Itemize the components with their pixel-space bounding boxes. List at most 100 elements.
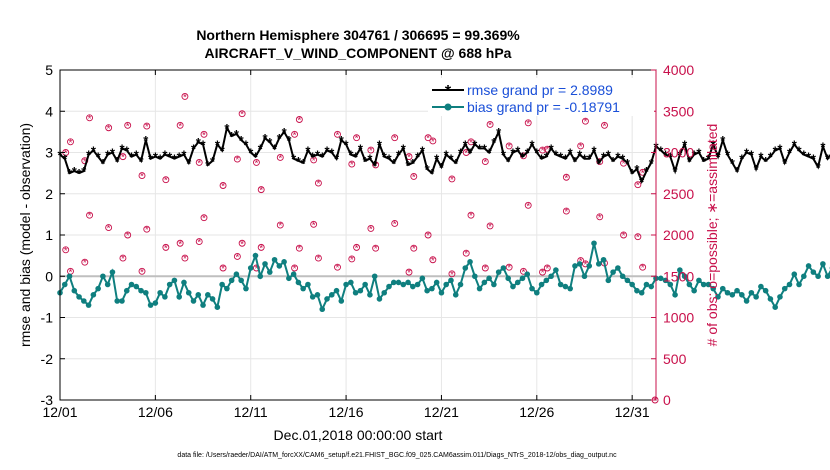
rmse-point-27: * bbox=[186, 156, 192, 171]
rmse-point-3: * bbox=[72, 164, 78, 179]
bias-point-30 bbox=[200, 302, 206, 308]
bias-point-14 bbox=[123, 287, 130, 294]
rmse-point-97: * bbox=[520, 150, 526, 165]
x-tick-label-0: 12/01 bbox=[42, 404, 77, 420]
bias-point-139 bbox=[719, 285, 726, 292]
rmse-point-61: * bbox=[348, 148, 354, 163]
bias-point-68 bbox=[381, 289, 388, 296]
bias-point-99 bbox=[529, 285, 535, 292]
obs-assimilated-high-25: * bbox=[350, 160, 354, 171]
rmse-point-134: * bbox=[696, 146, 702, 161]
obs-assimilated-low-4: * bbox=[107, 224, 111, 235]
obs-assimilated-high-50: * bbox=[636, 181, 640, 192]
y-left-tick-label-7: 4 bbox=[45, 103, 53, 119]
x-tick-label-3: 12/16 bbox=[329, 404, 364, 420]
y-left-tick-label-5: 2 bbox=[45, 186, 53, 202]
bias-point-27 bbox=[185, 289, 192, 296]
obs-assimilated-low-21: * bbox=[297, 244, 301, 255]
bias-point-66 bbox=[371, 273, 378, 280]
bias-point-134 bbox=[696, 277, 702, 284]
obs-assimilated-high-17: * bbox=[254, 158, 258, 169]
bias-point-109 bbox=[576, 261, 583, 267]
bias-point-22 bbox=[162, 294, 168, 300]
bias-point-154 bbox=[791, 271, 798, 277]
bias-point-53 bbox=[309, 294, 316, 300]
bias-point-31 bbox=[205, 292, 211, 298]
rmse-point-37: * bbox=[234, 127, 240, 142]
y-right-tick-label-2: 1000 bbox=[663, 310, 694, 326]
obs-assimilated-low-40: * bbox=[521, 267, 525, 278]
rmse-point-28: * bbox=[191, 141, 197, 156]
rmse-point-72: * bbox=[401, 141, 407, 156]
obs-assimilated-low-51: * bbox=[641, 263, 645, 274]
bias-point-50 bbox=[295, 279, 302, 286]
obs-assimilated-low-1: * bbox=[69, 267, 73, 278]
legend-box bbox=[428, 78, 654, 116]
obs-possible-low-16 bbox=[238, 239, 246, 247]
rmse-series: * ** * * ** * * ** *** * * * *** * * * * * * *** * ** ** *** * * *… bbox=[57, 121, 830, 189]
bias-point-144 bbox=[743, 298, 750, 304]
rmse-point-78: * bbox=[429, 166, 435, 181]
obs-assimilated-low-38: * bbox=[488, 222, 492, 233]
rmse-point-88: * bbox=[477, 141, 483, 156]
obs-assimilated-high-8: * bbox=[145, 122, 149, 133]
rmse-point-151: * bbox=[777, 141, 783, 156]
obs-assimilated-high-15: * bbox=[235, 155, 239, 166]
rmse-point-1: * bbox=[62, 152, 68, 167]
bias-point-115 bbox=[605, 277, 612, 284]
rmse-point-108: * bbox=[572, 154, 578, 169]
rmse-point-99: * bbox=[530, 137, 536, 152]
bias-point-51 bbox=[300, 285, 306, 292]
obs-assimilated-low-28: * bbox=[374, 244, 378, 255]
rmse-point-7: * bbox=[91, 143, 97, 158]
rmse-point-93: * bbox=[501, 148, 507, 163]
bias-point-114 bbox=[600, 256, 607, 263]
obs-assimilated-low-27: * bbox=[369, 224, 373, 235]
rmse-point-30: * bbox=[201, 137, 207, 152]
rmse-point-26: * bbox=[181, 148, 187, 163]
obs-assimilated-high-21: * bbox=[297, 116, 301, 127]
rmse-point-143: * bbox=[739, 152, 745, 167]
rmse-point-4: * bbox=[77, 166, 83, 181]
rmse-point-122: * bbox=[639, 174, 645, 189]
obs-assimilated-high-35: * bbox=[464, 149, 468, 160]
obs-possible-high-21 bbox=[295, 116, 303, 123]
obs-assimilated-low-33: * bbox=[431, 256, 435, 267]
bias-point-70 bbox=[390, 279, 397, 286]
rmse-point-146: * bbox=[754, 162, 760, 177]
bias-point-16 bbox=[133, 283, 140, 290]
bias-point-11 bbox=[109, 269, 116, 275]
obs-assimilated-low-25: * bbox=[350, 255, 354, 266]
obs-assimilated-low-5: * bbox=[121, 254, 125, 265]
bias-point-21 bbox=[157, 289, 163, 296]
obs-points: ****************************************… bbox=[62, 92, 659, 407]
bias-point-76 bbox=[419, 275, 426, 282]
bias-point-35 bbox=[224, 285, 230, 292]
rmse-point-130: * bbox=[677, 148, 683, 163]
obs-assimilated-high-20: * bbox=[293, 130, 297, 141]
obs-possible-low-3 bbox=[86, 211, 94, 219]
rmse-point-77: * bbox=[425, 162, 431, 177]
obs-possible-high-26 bbox=[353, 134, 361, 142]
obs-assimilated-low-10: * bbox=[178, 239, 182, 250]
bias-point-25 bbox=[176, 294, 182, 300]
obs-possible-high-34 bbox=[448, 175, 456, 183]
obs-assimilated-low-34: * bbox=[450, 270, 454, 281]
obs-possible-high-41 bbox=[524, 119, 532, 127]
obs-possible-low-26 bbox=[353, 243, 361, 251]
obs-possible-high-48 bbox=[601, 121, 608, 129]
bias-point-75 bbox=[414, 281, 421, 288]
obs-possible-high-23 bbox=[314, 179, 322, 187]
legend-rmse-marker: * bbox=[445, 83, 452, 100]
obs-possible-low-18 bbox=[257, 243, 265, 251]
bias-series bbox=[57, 240, 830, 313]
bias-point-47 bbox=[281, 259, 287, 265]
bias-point-93 bbox=[500, 265, 507, 271]
x-tick-label-4: 12/21 bbox=[424, 404, 459, 420]
bias-point-58 bbox=[333, 287, 340, 294]
rmse-point-15: * bbox=[129, 150, 135, 165]
obs-possible-high-37 bbox=[481, 158, 489, 166]
obs-assimilated-low-46: * bbox=[583, 260, 587, 271]
y-right-tick-label-0: 0 bbox=[663, 392, 671, 408]
